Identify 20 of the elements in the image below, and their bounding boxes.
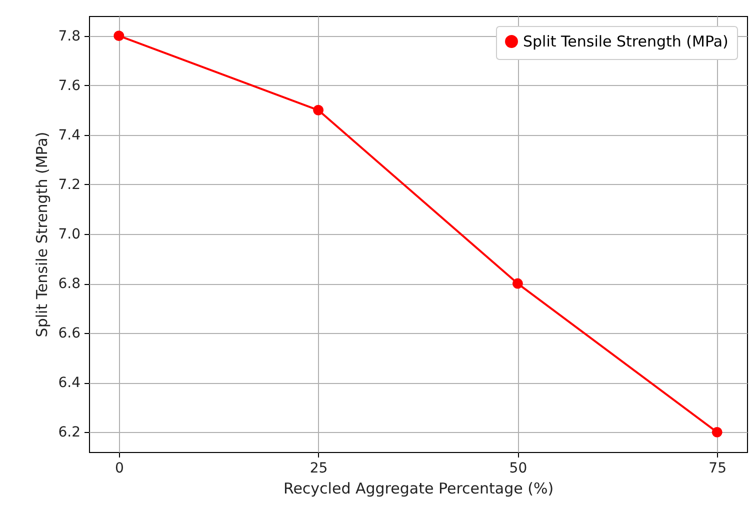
y-tick-label: 6.8: [58, 276, 80, 292]
x-tick-label: 50: [509, 460, 528, 476]
point: [712, 426, 722, 438]
legend-label: Split Tensile Strength (MPa): [523, 32, 728, 50]
y-tick-label: 7.6: [58, 78, 81, 94]
point: [512, 278, 523, 289]
x-tick-label: 75: [708, 460, 727, 476]
x-tick-label: 0: [114, 460, 124, 476]
y-tick-label: 7.8: [58, 28, 80, 44]
point: [313, 104, 324, 116]
y-tick-label: 7.4: [58, 127, 81, 144]
point: [114, 30, 124, 42]
y-tick-label: 6.6: [58, 326, 81, 342]
y-tick-label: 6.4: [58, 375, 81, 392]
y-tick-label: 7.2: [58, 176, 80, 193]
x-axis-title: Recycled Aggregate Percentage (%): [283, 480, 554, 498]
y-axis-title: Split Tensile Strength (MPa): [33, 132, 52, 338]
x-tick-label: 25: [310, 460, 328, 476]
y-tick-label: 7.0: [58, 226, 80, 242]
y-tick-label: 6.2: [58, 424, 80, 441]
